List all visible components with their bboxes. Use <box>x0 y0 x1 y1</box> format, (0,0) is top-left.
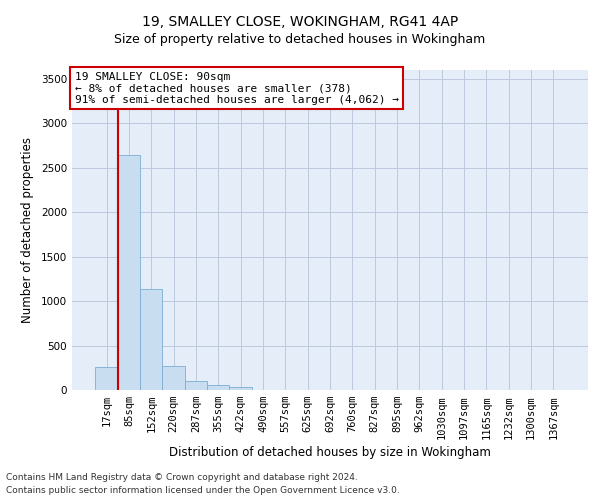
Bar <box>118 156 140 390</box>
Bar <box>229 388 252 390</box>
Text: 19, SMALLEY CLOSE, WOKINGHAM, RG41 4AP: 19, SMALLEY CLOSE, WOKINGHAM, RG41 4AP <box>142 15 458 29</box>
Bar <box>140 288 163 390</box>
Bar <box>207 385 229 390</box>
Text: 19 SMALLEY CLOSE: 90sqm
← 8% of detached houses are smaller (378)
91% of semi-de: 19 SMALLEY CLOSE: 90sqm ← 8% of detached… <box>74 72 398 105</box>
Text: Contains public sector information licensed under the Open Government Licence v3: Contains public sector information licen… <box>6 486 400 495</box>
Bar <box>95 367 118 390</box>
Y-axis label: Number of detached properties: Number of detached properties <box>21 137 34 323</box>
Bar <box>163 366 185 390</box>
Text: Size of property relative to detached houses in Wokingham: Size of property relative to detached ho… <box>115 32 485 46</box>
Text: Contains HM Land Registry data © Crown copyright and database right 2024.: Contains HM Land Registry data © Crown c… <box>6 474 358 482</box>
X-axis label: Distribution of detached houses by size in Wokingham: Distribution of detached houses by size … <box>169 446 491 458</box>
Bar <box>185 381 207 390</box>
